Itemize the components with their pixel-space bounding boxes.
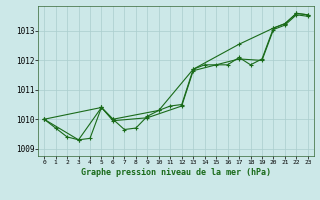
- X-axis label: Graphe pression niveau de la mer (hPa): Graphe pression niveau de la mer (hPa): [81, 168, 271, 177]
